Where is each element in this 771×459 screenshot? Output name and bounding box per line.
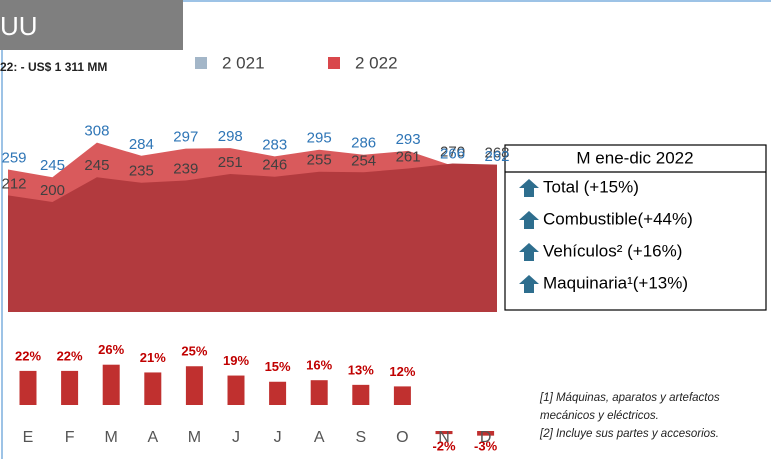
- data-label: -3%: [474, 438, 498, 453]
- x-tick-label: S: [355, 429, 366, 446]
- data-label: 283: [262, 136, 287, 153]
- arrow-icon: [519, 275, 539, 293]
- data-label: 286: [351, 135, 376, 152]
- x-tick-label: E: [23, 429, 34, 446]
- data-label: 261: [396, 148, 421, 165]
- bar: [269, 381, 287, 405]
- x-tick-label: N: [438, 429, 450, 446]
- x-tick-label: J: [232, 429, 240, 446]
- data-label: -2%: [432, 438, 456, 453]
- bar: [477, 431, 495, 436]
- area: [8, 163, 497, 312]
- data-label: 239: [173, 161, 198, 178]
- x-tick-label: J: [274, 429, 282, 446]
- data-label: 268: [484, 145, 509, 162]
- data-label: 251: [218, 154, 243, 171]
- x-tick-label: M: [188, 429, 201, 446]
- data-label: 235: [129, 163, 154, 180]
- bar: [19, 370, 37, 405]
- data-label: 22%: [15, 348, 41, 363]
- x-tick-label: A: [147, 429, 158, 446]
- bar: [310, 380, 328, 405]
- data-label: 298: [218, 128, 243, 145]
- x-tick-label: M: [105, 429, 118, 446]
- data-label: 245: [84, 157, 109, 174]
- bar: [102, 364, 120, 405]
- legend-label: 2 022: [355, 53, 398, 72]
- data-label: 26%: [98, 342, 124, 357]
- data-label: 16%: [306, 358, 332, 373]
- bar: [227, 375, 245, 405]
- footnote: mecánicos y eléctricos.: [540, 410, 659, 422]
- data-label: 295: [307, 130, 332, 147]
- legend-swatch: [328, 57, 340, 69]
- arrow-icon: [519, 211, 539, 229]
- data-label: 21%: [140, 350, 166, 365]
- bar: [61, 370, 79, 405]
- arrow-icon: [519, 179, 539, 197]
- bar: [144, 372, 162, 405]
- data-label: 245: [40, 157, 65, 174]
- x-tick-label: D: [480, 429, 492, 446]
- bar: [435, 431, 453, 435]
- data-label: 259: [1, 150, 26, 167]
- data-label: 13%: [348, 362, 374, 377]
- arrow-icon: [519, 243, 539, 261]
- summary-item: Total (+15%): [543, 177, 639, 196]
- data-label: 200: [40, 182, 65, 199]
- data-label: 246: [262, 157, 287, 174]
- summary-item: Maquinaria¹(+13%): [543, 273, 688, 292]
- footnote: [2] Incluye sus partes y accesorios.: [539, 428, 719, 440]
- summary-item: Vehículos² (+16%): [543, 241, 682, 260]
- title-box: [0, 0, 183, 50]
- data-label: 15%: [265, 359, 291, 374]
- x-tick-label: F: [65, 429, 75, 446]
- title: UU: [0, 11, 38, 41]
- bar: [352, 384, 370, 405]
- bar: [185, 366, 203, 405]
- x-tick-label: O: [396, 429, 408, 446]
- data-label: 255: [307, 152, 332, 169]
- data-label: 25%: [181, 344, 207, 359]
- data-label: 22%: [57, 348, 83, 363]
- bar: [393, 386, 411, 405]
- summary-item: Combustible(+44%): [543, 209, 693, 228]
- data-label: 270: [440, 143, 465, 160]
- data-label: 293: [396, 131, 421, 148]
- data-label: 12%: [389, 364, 415, 379]
- data-label: 308: [84, 123, 109, 140]
- data-label: 254: [351, 152, 376, 169]
- subtitle: 22: - US$ 1 311 MM: [0, 60, 107, 74]
- summary-title: M ene-dic 2022: [576, 148, 693, 167]
- data-label: 262: [484, 148, 509, 165]
- legend-swatch: [195, 57, 207, 69]
- data-label: 284: [129, 136, 154, 153]
- footnote: [1] Máquinas, aparatos y artefactos: [539, 392, 720, 404]
- data-label: 266: [440, 146, 465, 163]
- x-tick-label: A: [314, 429, 325, 446]
- legend-label: 2 021: [222, 53, 265, 72]
- data-label: 212: [1, 175, 26, 192]
- data-label: 297: [173, 129, 198, 146]
- data-label: 19%: [223, 353, 249, 368]
